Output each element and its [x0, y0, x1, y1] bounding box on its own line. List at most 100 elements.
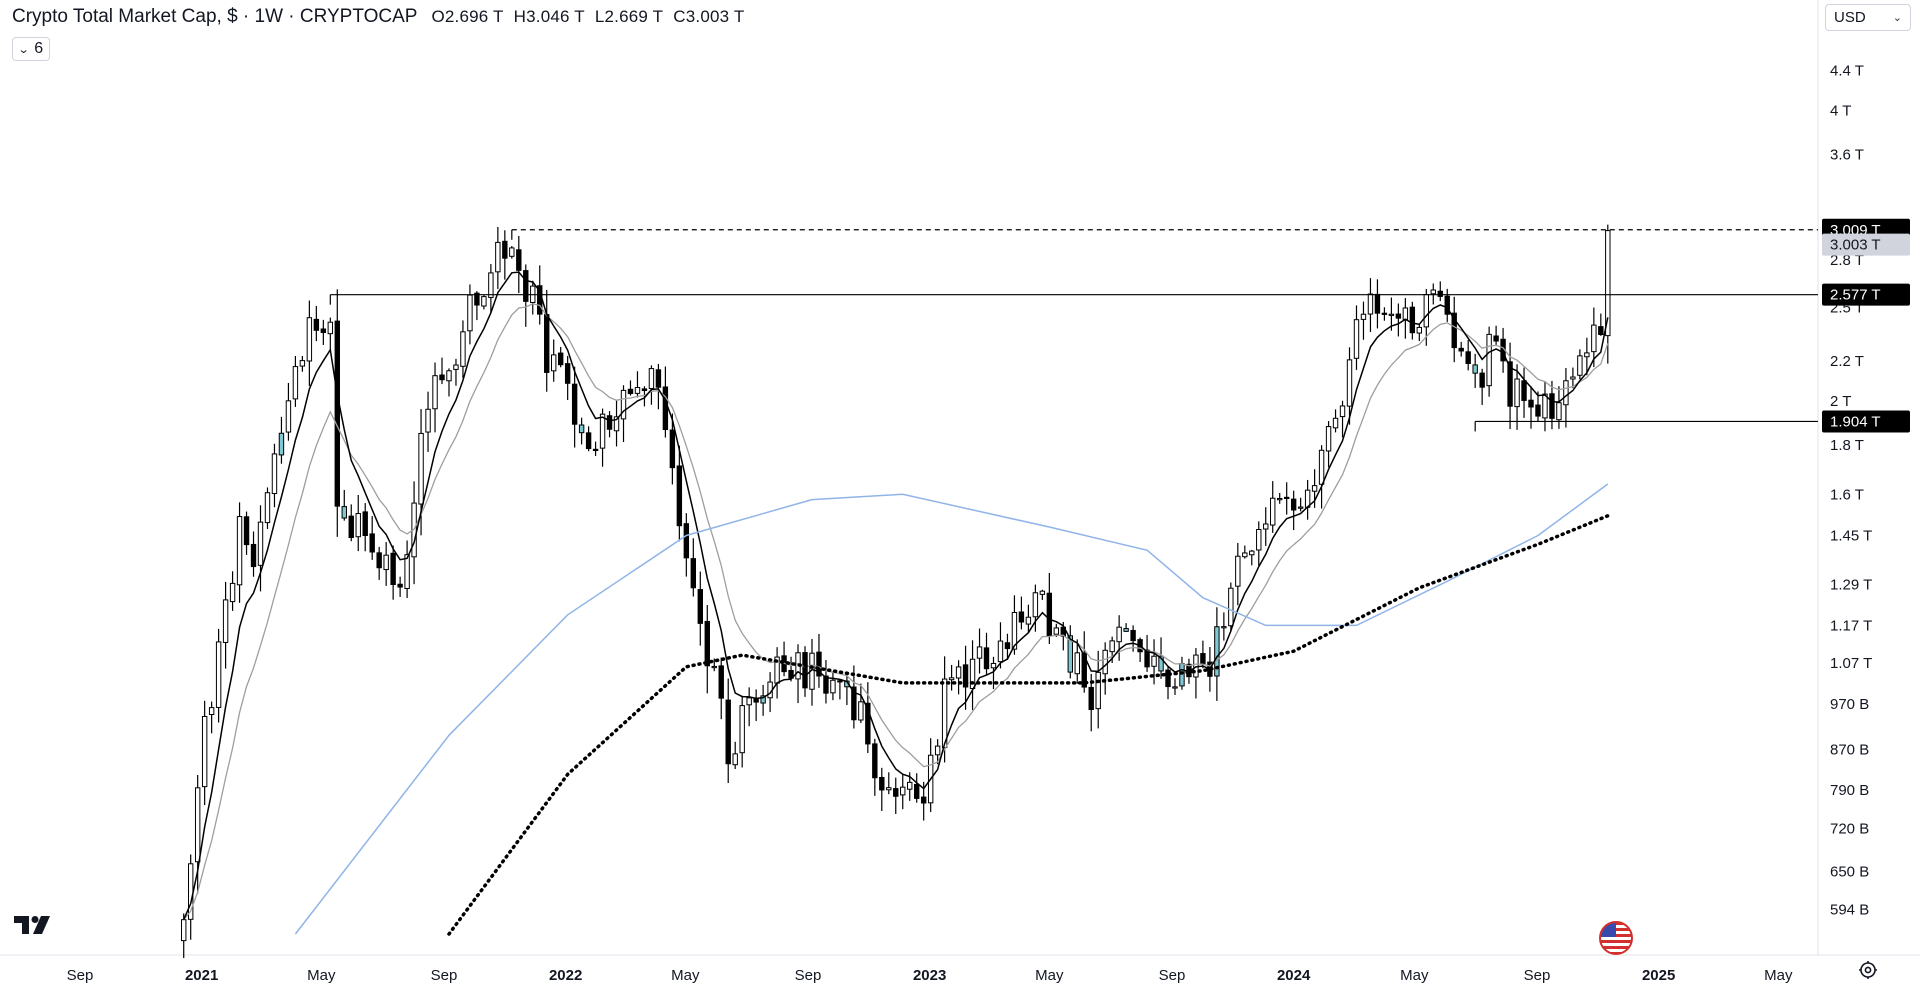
- time-tick-label: May: [1400, 967, 1429, 984]
- candle-up: [1263, 523, 1269, 530]
- candle-down: [516, 249, 522, 271]
- time-tick-label: 2021: [185, 967, 218, 984]
- candle-down: [1081, 652, 1087, 688]
- candle-down: [627, 388, 634, 395]
- candle-down: [1165, 669, 1171, 688]
- candle-down: [1458, 347, 1464, 352]
- candle-up: [948, 677, 955, 681]
- time-axis[interactable]: Sep 2021 May Sep 2022 May Sep 2023 May Sep 2024 May…: [0, 954, 1920, 984]
- candle-up: [1367, 293, 1374, 315]
- candle-up: [732, 753, 738, 766]
- candle-up: [550, 354, 557, 372]
- time-tick-label: May: [1764, 967, 1793, 984]
- candle-up: [1430, 289, 1436, 295]
- us-flag-icon[interactable]: [1597, 921, 1635, 955]
- ma-fast-line: [183, 271, 1609, 921]
- time-tick-label: May: [307, 967, 336, 984]
- price-tick-label: 1.17 T: [1830, 617, 1872, 634]
- candle-up: [181, 919, 187, 942]
- tradingview-logo-icon[interactable]: [14, 913, 56, 937]
- candle-up: [215, 641, 222, 708]
- chevron-down-icon: ⌄: [1892, 12, 1902, 24]
- candle-down: [1018, 611, 1025, 623]
- candle-up: [467, 294, 473, 332]
- candle-down: [1521, 380, 1527, 401]
- price-level-label: 2.577 T: [1830, 287, 1881, 304]
- plot-area[interactable]: [181, 224, 1611, 959]
- price-tick-label: 2.2 T: [1830, 353, 1864, 370]
- candle-down: [1465, 351, 1471, 364]
- candle-up: [1591, 324, 1597, 353]
- candle-up: [460, 331, 466, 367]
- candle-down: [802, 652, 808, 689]
- symbol-title[interactable]: Crypto Total Market Cap, $ · 1W · CRYPTO…: [12, 6, 418, 27]
- candle-down: [1144, 649, 1150, 668]
- candle-down: [879, 776, 885, 791]
- price-tick-label: 1.6 T: [1830, 486, 1864, 503]
- ohlc-readout: O2.696 T H3.046 T L2.669 T C3.003 T: [431, 7, 744, 27]
- candle-down: [1283, 496, 1290, 500]
- candle-up: [432, 375, 438, 410]
- indicators-toggle-button[interactable]: ⌄ 6: [12, 37, 51, 61]
- candle-down: [1472, 364, 1478, 374]
- candle-down: [1004, 642, 1011, 650]
- price-tick-label: 594 B: [1830, 901, 1869, 918]
- candle-down: [893, 788, 899, 797]
- candle-down: [962, 664, 969, 688]
- time-tick-label: Sep: [1524, 967, 1551, 984]
- candle-down: [718, 665, 724, 699]
- candle-down: [606, 415, 613, 430]
- candle-down: [439, 374, 445, 381]
- candle-down: [320, 328, 327, 334]
- candle-down: [690, 558, 697, 589]
- candle-up: [1388, 313, 1395, 316]
- candle-down: [1200, 653, 1206, 665]
- candle-down: [837, 680, 843, 683]
- candle-up: [201, 715, 208, 788]
- candle-up: [1416, 326, 1423, 334]
- candle-up: [1270, 497, 1276, 526]
- candle-down: [571, 383, 578, 425]
- candle-up: [1346, 359, 1353, 407]
- candle-up: [1297, 506, 1304, 509]
- candle-down: [474, 292, 480, 306]
- candle-down: [1374, 293, 1381, 314]
- candle-down: [1507, 361, 1513, 407]
- price-tick-label: 1.45 T: [1830, 528, 1872, 545]
- candle-up: [858, 701, 864, 721]
- candle-down: [704, 620, 710, 667]
- price-levels: [329, 229, 1818, 432]
- candle-down: [1123, 628, 1129, 632]
- gear-icon[interactable]: [1858, 960, 1878, 980]
- price-level-tag: [1822, 410, 1910, 433]
- candle-up: [418, 432, 424, 505]
- candle-up: [613, 416, 620, 432]
- candle-up: [1039, 590, 1046, 595]
- candle-down: [920, 796, 927, 804]
- price-axis[interactable]: 4.4 T4 T3.6 T2.8 T2.5 T2.2 T2 T1.8 T1.6 …: [1817, 0, 1872, 955]
- candle-up: [299, 360, 306, 367]
- currency-select[interactable]: USD ⌄: [1825, 4, 1911, 31]
- candle-up: [257, 521, 264, 566]
- candle-down: [1046, 592, 1053, 637]
- candle-down: [662, 386, 669, 431]
- price-tick-label: 650 B: [1830, 864, 1869, 881]
- candle-up: [278, 432, 285, 456]
- time-tick-label: Sep: [1159, 967, 1186, 984]
- candle-up: [1577, 355, 1583, 376]
- candle-up: [1318, 449, 1325, 485]
- candle-down: [1549, 393, 1555, 419]
- candle-up: [222, 599, 229, 643]
- candle-down: [376, 552, 382, 569]
- candle-down: [585, 432, 592, 450]
- candle-down: [334, 320, 340, 507]
- candle-up: [1228, 587, 1234, 627]
- candle-up: [1277, 498, 1283, 501]
- candle-up: [711, 665, 717, 669]
- indicators-count: 6: [34, 40, 44, 57]
- candle-down: [502, 240, 508, 259]
- candle-up: [620, 389, 627, 420]
- candle-down: [872, 743, 878, 779]
- candle-up: [1235, 555, 1241, 587]
